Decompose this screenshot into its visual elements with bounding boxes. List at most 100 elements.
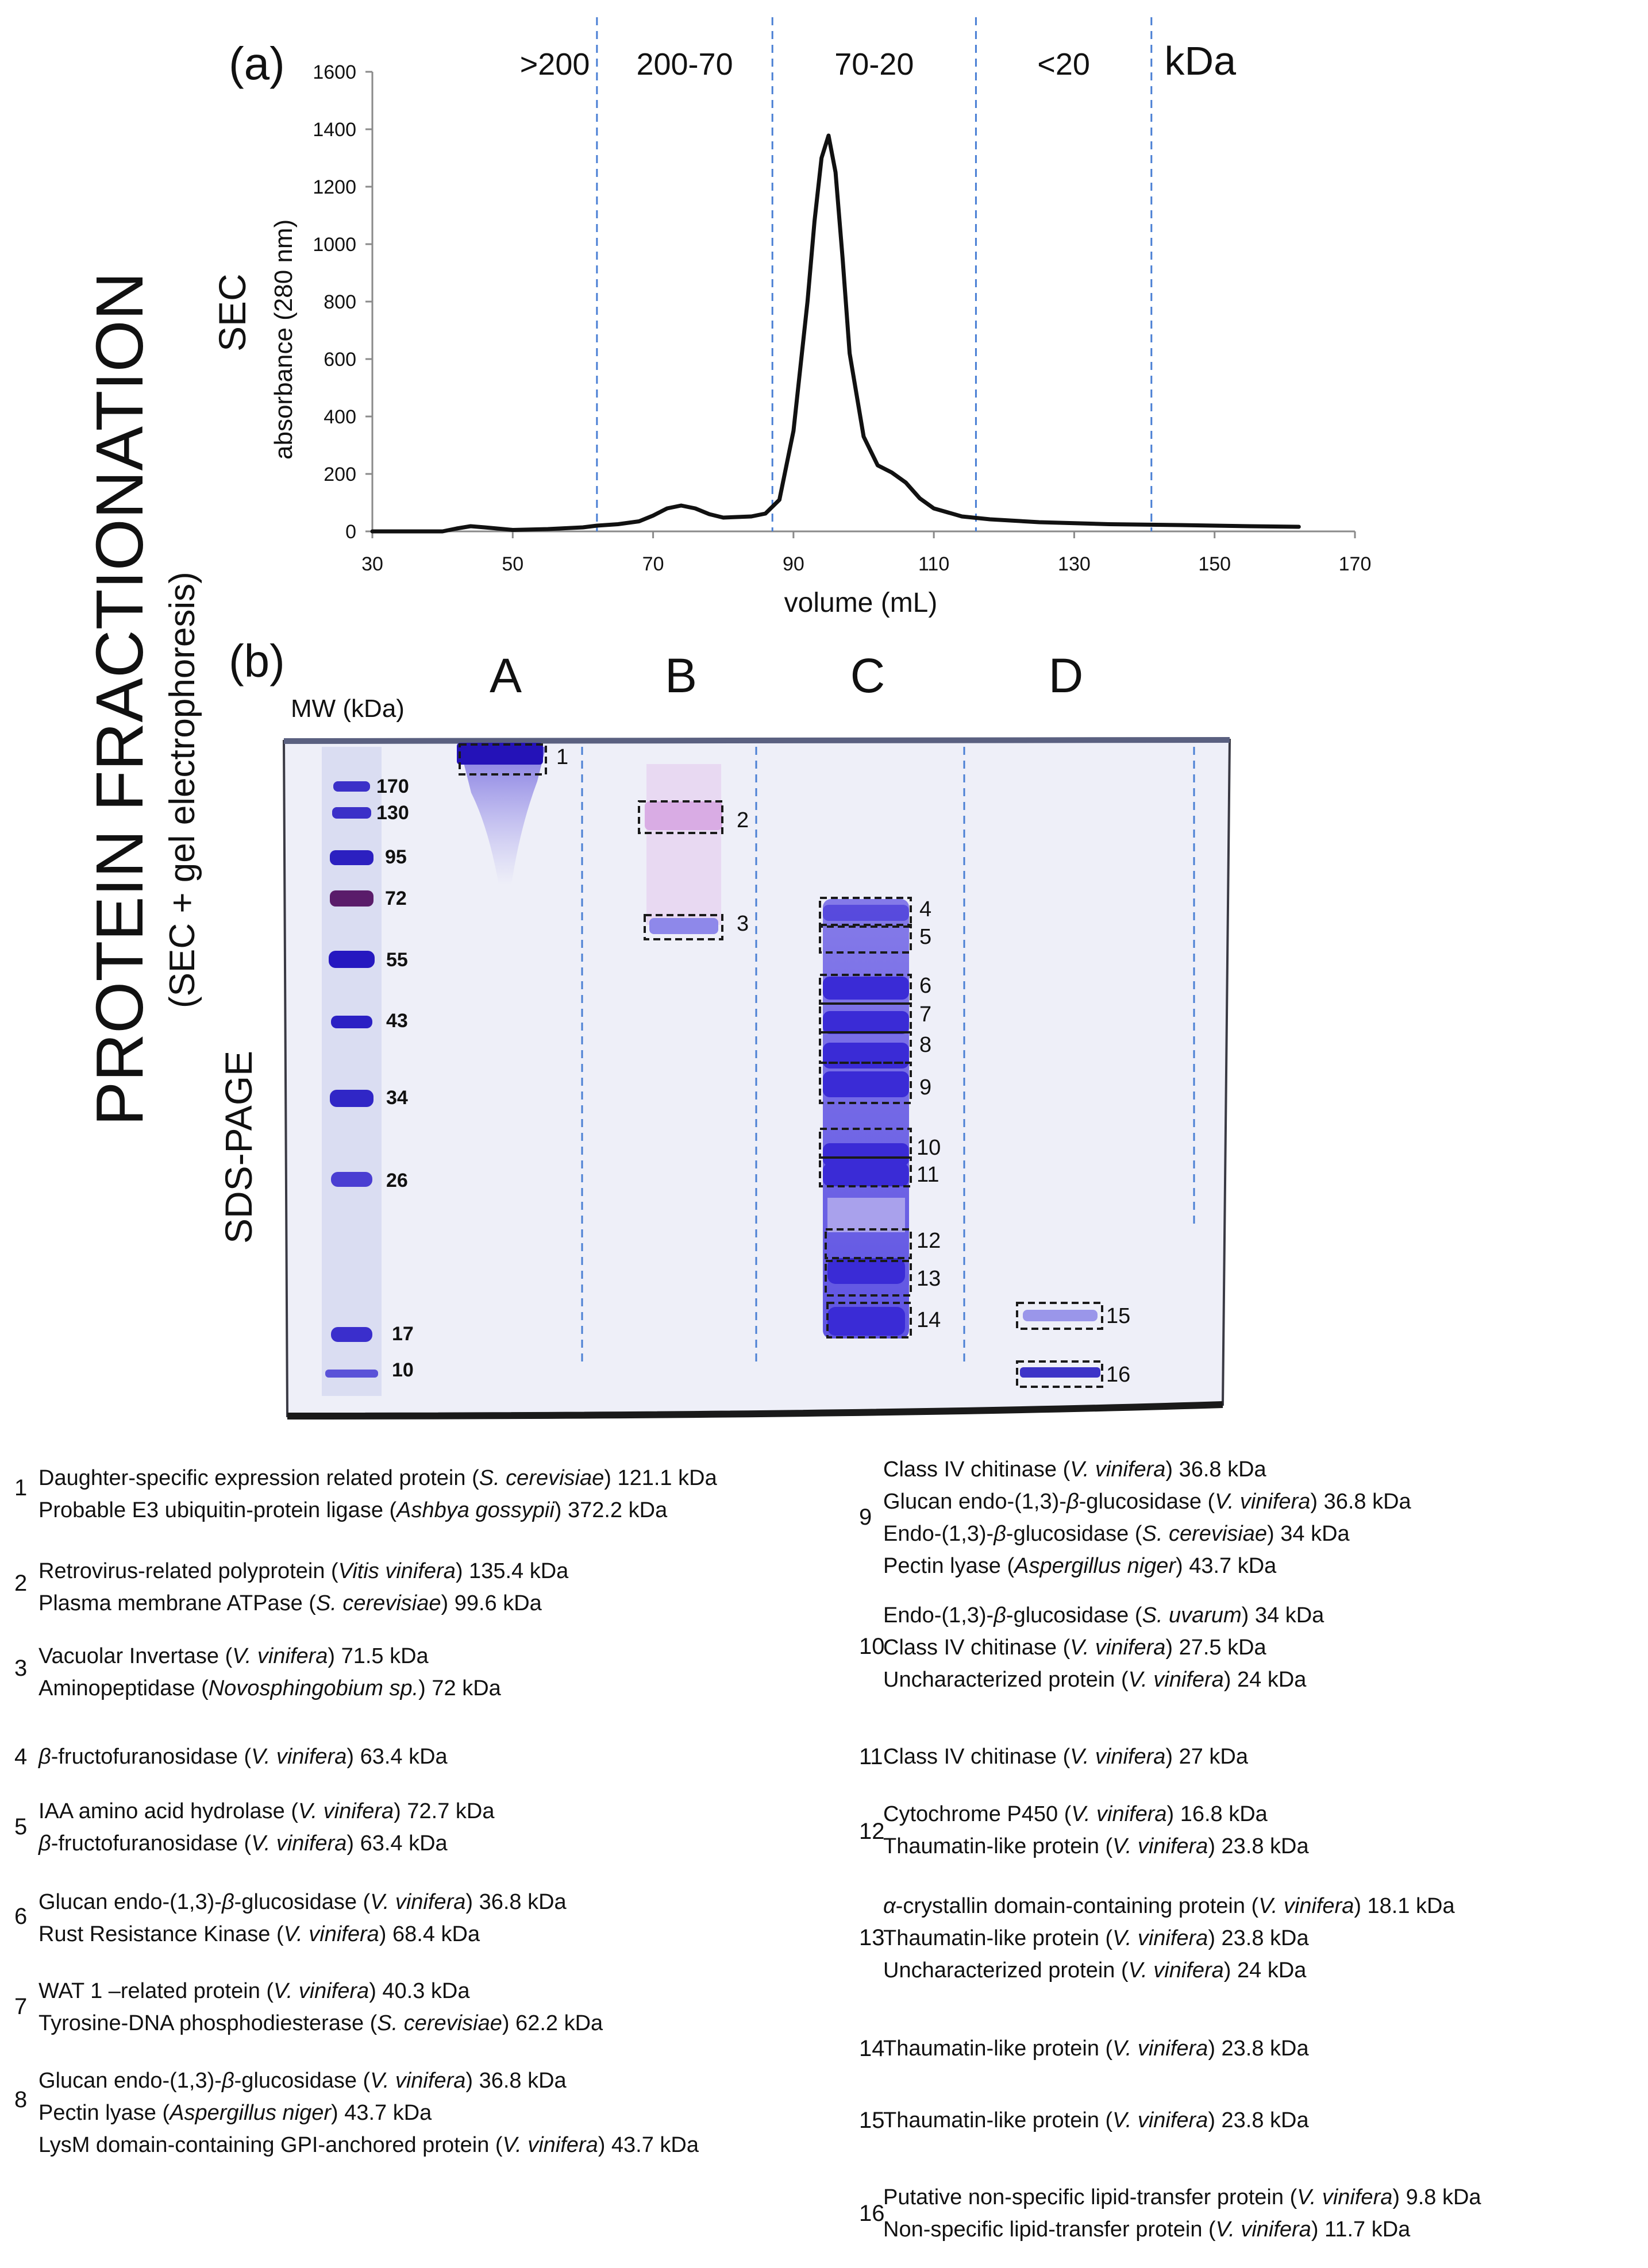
band-number-4: 4 (919, 897, 931, 921)
protein-entry-number: 10 (859, 1634, 885, 1659)
y-tick-label: 400 (324, 406, 356, 428)
band-box-16 (1016, 1360, 1103, 1388)
lane-c-band (823, 1071, 909, 1097)
band-box-12 (825, 1228, 912, 1259)
protein-entry-line: Pectin lyase (Aspergillus niger) 43.7 kD… (883, 1554, 1277, 1578)
protein-entry-line: Thaumatin-like protein (V. vinifera) 23.… (883, 2036, 1309, 2061)
lane-c-band (823, 1163, 909, 1186)
protein-entry-line: Endo-(1,3)-β-glucosidase (S. uvarum) 34 … (883, 1603, 1324, 1627)
lane-b-haze (646, 764, 721, 925)
protein-entry-number: 15 (859, 2108, 885, 2133)
lane-c-band (827, 1307, 905, 1336)
band-number-11: 11 (917, 1163, 939, 1187)
protein-entry-line: Pectin lyase (Aspergillus niger) 43.7 kD… (38, 2101, 432, 2125)
protein-entry-line: Uncharacterized protein (V. vinifera) 24… (883, 1668, 1307, 1692)
band-number-14: 14 (917, 1308, 941, 1332)
band-box-3 (644, 914, 723, 940)
protein-entry-line: WAT 1 –related protein (V. vinifera) 40.… (38, 1979, 470, 2003)
protein-entry-line: Glucan endo-(1,3)-β-glucosidase (V. vini… (38, 1890, 567, 1914)
protein-entry-line: Uncharacterized protein (V. vinifera) 24… (883, 1958, 1307, 1982)
lane-c-band (823, 905, 909, 921)
mw-95: 95 (385, 846, 407, 868)
lane-c-band (823, 1043, 909, 1069)
gel-lane-boundaries (581, 747, 1195, 1361)
ladder-band-26 (331, 1172, 372, 1187)
protein-entry-line: Non-specific lipid-transfer protein (V. … (883, 2217, 1411, 2242)
panel-b-label: (b) (229, 635, 285, 686)
y-tick-label: 1600 (313, 61, 356, 83)
gel-top-edge (283, 737, 1230, 744)
x-tick-label: 130 (1058, 553, 1091, 575)
fraction-label: >200 (520, 47, 590, 82)
fraction-boundaries (596, 17, 1153, 531)
y-tick-label: 800 (324, 291, 356, 313)
protein-entry-number: 6 (14, 1904, 28, 1929)
protein-entry-number: 3 (14, 1656, 28, 1681)
band-box-4 (819, 897, 912, 928)
protein-entry-number: 11 (859, 1744, 883, 1769)
protein-entry-line: Class IV chitinase (V. vinifera) 27 kDa (883, 1745, 1248, 1769)
lane-a-well-band (457, 743, 543, 765)
band-number-15: 15 (1106, 1304, 1130, 1328)
ladder-band-55 (329, 951, 375, 968)
lane-c-gap (827, 1198, 905, 1232)
sds-page-label: SDS-PAGE (217, 1051, 260, 1244)
side-title: PROTEIN FRACTIONATION (82, 272, 157, 1126)
chart-axes (371, 72, 1355, 533)
band-number-7: 7 (919, 1002, 931, 1027)
protein-entry-number: 9 (859, 1505, 872, 1530)
protein-entry-line: IAA amino acid hydrolase (V. vinifera) 7… (38, 1799, 495, 1823)
lane-label-a: A (490, 649, 522, 703)
protein-entry-number: 12 (859, 1819, 885, 1844)
protein-entry-line: Rust Resistance Kinase (V. vinifera) 68.… (38, 1922, 480, 1946)
band-number-8: 8 (919, 1033, 931, 1057)
x-tick-label: 50 (502, 553, 523, 575)
x-tick-label: 110 (918, 553, 949, 575)
gel-bottom-edge (287, 1401, 1223, 1420)
fraction-label: 200-70 (636, 47, 733, 82)
band-number-10: 10 (917, 1136, 941, 1160)
protein-entry-line: Plasma membrane ATPase (S. cerevisiae) 9… (38, 1591, 542, 1615)
protein-entry-line: Glucan endo-(1,3)-β-glucosidase (V. vini… (883, 1490, 1411, 1514)
ladder-band-95 (330, 850, 374, 865)
lane-label-c: C (850, 649, 885, 703)
protein-entry-line: Thaumatin-like protein (V. vinifera) 23.… (883, 2108, 1309, 2132)
protein-entry-line: Putative non-specific lipid-transfer pro… (883, 2185, 1481, 2209)
protein-entry-line: Endo-(1,3)-β-glucosidase (S. cerevisiae)… (883, 1522, 1350, 1546)
protein-entry-line: β-fructofuranosidase (V. vinifera) 63.4 … (38, 1831, 448, 1856)
panel-a-label: (a) (229, 38, 285, 89)
protein-entry-number: 2 (14, 1571, 28, 1596)
band-boxes (459, 743, 1103, 1388)
x-tick-label: 30 (361, 553, 383, 575)
ladder-lane (322, 747, 382, 1396)
protein-entry-line: Class IV chitinase (V. vinifera) 36.8 kD… (883, 1457, 1266, 1482)
y-tick-label: 0 (345, 521, 356, 543)
band-number-1: 1 (556, 745, 568, 769)
protein-entry-number: 5 (14, 1814, 28, 1839)
x-tick-label: 170 (1339, 553, 1372, 575)
band-box-14 (826, 1302, 912, 1339)
lane-c-band (823, 977, 909, 1000)
mw-72: 72 (385, 888, 407, 909)
lane-c-band (823, 1143, 909, 1166)
band-numbers: 1 2 3 4 5 6 7 8 9 10 11 12 13 14 15 16 (556, 745, 1130, 1387)
x-axis-label: volume (mL) (784, 588, 938, 618)
sec-label: SEC (211, 273, 253, 352)
band-number-2: 2 (737, 808, 749, 832)
mw-55: 55 (386, 949, 408, 971)
ladder-band-130 (332, 807, 371, 819)
y-tick-label: 200 (324, 464, 356, 485)
band-number-16: 16 (1106, 1363, 1130, 1387)
ladder-band-170 (333, 781, 370, 792)
protein-entry-number: 8 (14, 2087, 28, 2112)
y-tick-label: 600 (324, 349, 356, 371)
ladder-band-72 (330, 890, 374, 907)
mw-130: 130 (376, 802, 409, 824)
protein-entry-number: 7 (14, 1994, 28, 2019)
mw-170: 170 (376, 776, 409, 797)
protein-entry-line: Daughter-specific expression related pro… (38, 1466, 717, 1490)
lane-b-band-2 (645, 801, 722, 830)
ladder-band-34 (330, 1090, 374, 1107)
protein-entry-line: LysM domain-containing GPI-anchored prot… (38, 2133, 699, 2157)
